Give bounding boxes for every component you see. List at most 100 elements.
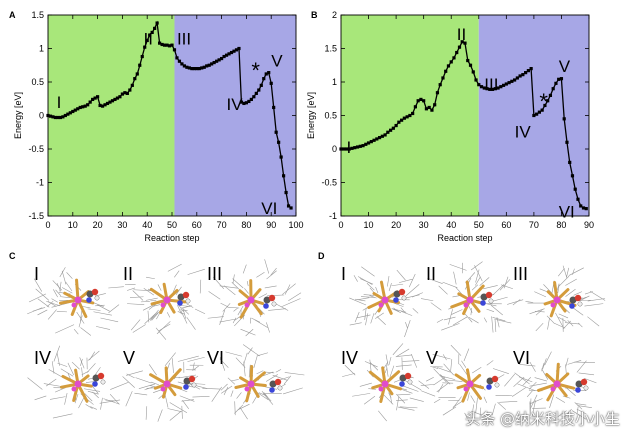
ligand-bond <box>45 378 57 387</box>
ligand-bond <box>192 362 195 371</box>
x-tick-label: 100 <box>288 220 303 230</box>
data-point <box>73 108 77 112</box>
substrate-nitrogen <box>263 303 269 309</box>
ligand-bond <box>281 298 301 308</box>
ligand-bond <box>134 392 148 396</box>
data-point <box>499 85 503 89</box>
data-point <box>272 105 276 110</box>
annotation-ii: II <box>457 25 466 44</box>
ligand-bond <box>35 288 50 301</box>
data-point <box>200 66 204 70</box>
ligand-bond <box>491 403 496 416</box>
structure-label-iv: IV <box>341 348 358 368</box>
data-point <box>155 21 159 25</box>
ligand-bond <box>211 386 222 402</box>
data-point <box>540 108 544 112</box>
ligand-bond <box>288 292 302 301</box>
data-point <box>140 54 144 59</box>
x-tick-label: 90 <box>584 220 594 230</box>
annotation-star: * <box>251 58 260 83</box>
data-point <box>424 107 429 111</box>
data-point <box>282 174 286 178</box>
ligand-bond <box>567 360 582 365</box>
ligand-bond <box>578 372 595 376</box>
x-tick-label: 20 <box>93 220 103 230</box>
ligand-bond <box>443 316 456 321</box>
annotation-i: I <box>347 138 352 157</box>
ligand-bond <box>499 279 511 291</box>
ligand-bond <box>555 396 566 403</box>
ligand-bond <box>555 312 564 327</box>
data-point <box>529 67 533 71</box>
ligand-bond <box>396 354 413 357</box>
x-tick-label: 0 <box>45 220 50 230</box>
ligand-bond <box>557 284 560 294</box>
ligand-bond <box>448 309 453 325</box>
ligand-bond <box>179 305 184 312</box>
molecule-structure <box>427 261 513 333</box>
data-point <box>232 49 236 53</box>
ligand-bond <box>568 267 584 276</box>
ligand-bond <box>199 279 202 294</box>
data-point <box>277 140 281 144</box>
ligand-bond <box>73 329 79 335</box>
data-point <box>408 113 412 118</box>
data-point <box>135 72 139 76</box>
ligand-bond <box>475 276 481 286</box>
data-point <box>485 87 489 91</box>
ligand-bond <box>74 393 79 404</box>
ligand-bond <box>500 284 513 290</box>
data-point <box>284 190 288 195</box>
ligand-bond <box>167 263 182 272</box>
metal-atom <box>463 386 469 392</box>
ligand-bond <box>576 403 587 406</box>
data-point <box>48 114 53 118</box>
substrate-carbon <box>575 380 583 388</box>
ligand-bond <box>145 406 148 420</box>
substrate-oxygen <box>491 375 499 383</box>
substrate-nitrogen <box>575 387 581 393</box>
ligand-bond <box>452 396 462 409</box>
ligand-bond <box>59 296 70 298</box>
ligand-bond <box>272 374 288 381</box>
metal-atom <box>247 296 255 304</box>
data-point <box>262 77 266 81</box>
ligand-bond <box>84 393 93 402</box>
ligand-bond <box>232 274 235 284</box>
ligand-bond <box>27 307 43 315</box>
ligand-bond <box>449 264 467 271</box>
data-point <box>133 77 137 81</box>
substrate-hydrogen <box>583 385 589 391</box>
ligand-bond <box>223 386 229 396</box>
ligand-bond <box>399 278 413 283</box>
ligand-bond <box>51 298 58 303</box>
ligand-bond <box>445 379 463 382</box>
molecule-structure <box>420 344 518 426</box>
annotation-star: * <box>539 89 548 114</box>
substrate-carbon <box>92 374 100 382</box>
data-point <box>115 96 120 100</box>
ligand-bond <box>541 368 549 380</box>
ligand-bond <box>103 398 120 405</box>
ligand-bond <box>412 308 419 314</box>
ligand-bond <box>464 412 472 426</box>
ligand-bond <box>33 278 43 292</box>
data-point <box>535 112 539 116</box>
ligand-bond <box>64 392 68 405</box>
ligand-bond <box>221 385 233 394</box>
ligand-bond <box>234 316 241 321</box>
ligand-bond <box>97 304 110 312</box>
ligand-bond <box>27 377 43 390</box>
ligand-bond <box>400 310 413 316</box>
substrate-carbon <box>86 290 94 298</box>
substrate-nitrogen <box>177 300 183 306</box>
structure-label-vi: VI <box>513 348 530 368</box>
ligand-bond <box>555 410 567 419</box>
y-tick-label: -0.5 <box>321 178 337 188</box>
ligand-bond <box>43 383 62 387</box>
ligand-bond <box>193 365 199 371</box>
data-point <box>158 41 162 45</box>
x-tick-label: 80 <box>556 220 566 230</box>
